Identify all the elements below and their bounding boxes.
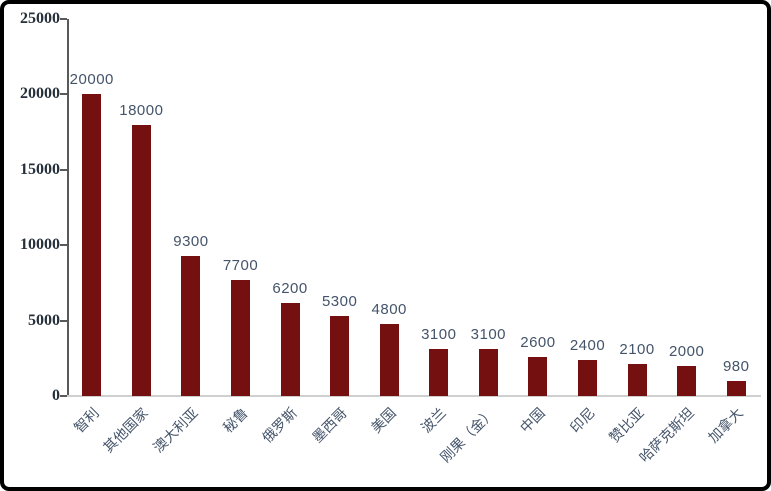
x-axis-category-label: 秘鲁 — [220, 406, 252, 437]
bar-value-label: 6200 — [272, 279, 308, 297]
y-axis-tick-mark — [60, 319, 67, 322]
x-axis-category-label: 其他国家 — [101, 406, 152, 457]
y-axis-tick-mark — [60, 244, 67, 247]
bar-value-label: 4800 — [371, 300, 407, 318]
bar — [578, 359, 597, 396]
bar — [280, 302, 300, 396]
bar-value-label: 3100 — [421, 326, 457, 344]
y-axis-line — [67, 19, 69, 397]
y-axis-tick-mark — [60, 93, 67, 96]
bar — [429, 349, 449, 396]
bar — [181, 255, 201, 396]
bar — [231, 279, 250, 396]
y-axis-tick-mark — [60, 18, 67, 20]
bar-value-label: 3100 — [470, 326, 507, 344]
y-axis-tick-label: 20000 — [20, 85, 60, 103]
y-axis-tick-label: 25000 — [20, 10, 60, 27]
bar-value-label: 2600 — [520, 333, 556, 351]
bar — [478, 349, 498, 396]
x-axis-category-label: 美国 — [369, 406, 400, 437]
x-axis-category-label: 智利 — [71, 406, 103, 437]
bar-value-label: 980 — [722, 358, 750, 376]
bar-value-label: 7700 — [222, 256, 259, 274]
bar — [627, 364, 647, 396]
y-axis-tick-mark — [60, 168, 67, 171]
y-axis-tick-label: 10000 — [20, 236, 60, 254]
x-axis-category-label: 中国 — [518, 406, 549, 437]
x-axis-category-label: 波兰 — [418, 406, 450, 437]
y-axis-tick-mark — [60, 395, 67, 397]
y-axis-tick-label: 5000 — [28, 311, 60, 329]
x-axis-category-label: 澳大利亚 — [151, 406, 202, 457]
bar-value-label: 2100 — [619, 341, 655, 359]
y-axis-tick-label: 15000 — [20, 160, 60, 178]
bar — [528, 356, 548, 396]
x-axis-baseline — [67, 395, 761, 397]
x-axis-category-label: 俄罗斯 — [260, 406, 301, 447]
bar — [726, 381, 746, 396]
bar-value-label: 2000 — [668, 342, 705, 360]
bar-value-label: 9300 — [173, 232, 209, 250]
x-axis-category-label: 加拿大 — [706, 406, 747, 447]
x-axis-category-label: 印尼 — [567, 406, 599, 437]
bar-value-label: 5300 — [321, 293, 358, 311]
bar — [82, 94, 102, 396]
x-axis-category-label: 墨西哥 — [309, 406, 351, 447]
bar — [677, 365, 697, 396]
y-axis-tick-label: 0 — [52, 387, 60, 404]
bar — [131, 124, 151, 396]
x-axis-category-label: 赞比亚 — [607, 406, 648, 447]
bar — [379, 323, 399, 396]
bar-value-label: 18000 — [119, 101, 164, 119]
bar-value-label: 2400 — [569, 336, 606, 354]
bar-value-label: 20000 — [69, 71, 114, 89]
bar — [330, 316, 350, 396]
